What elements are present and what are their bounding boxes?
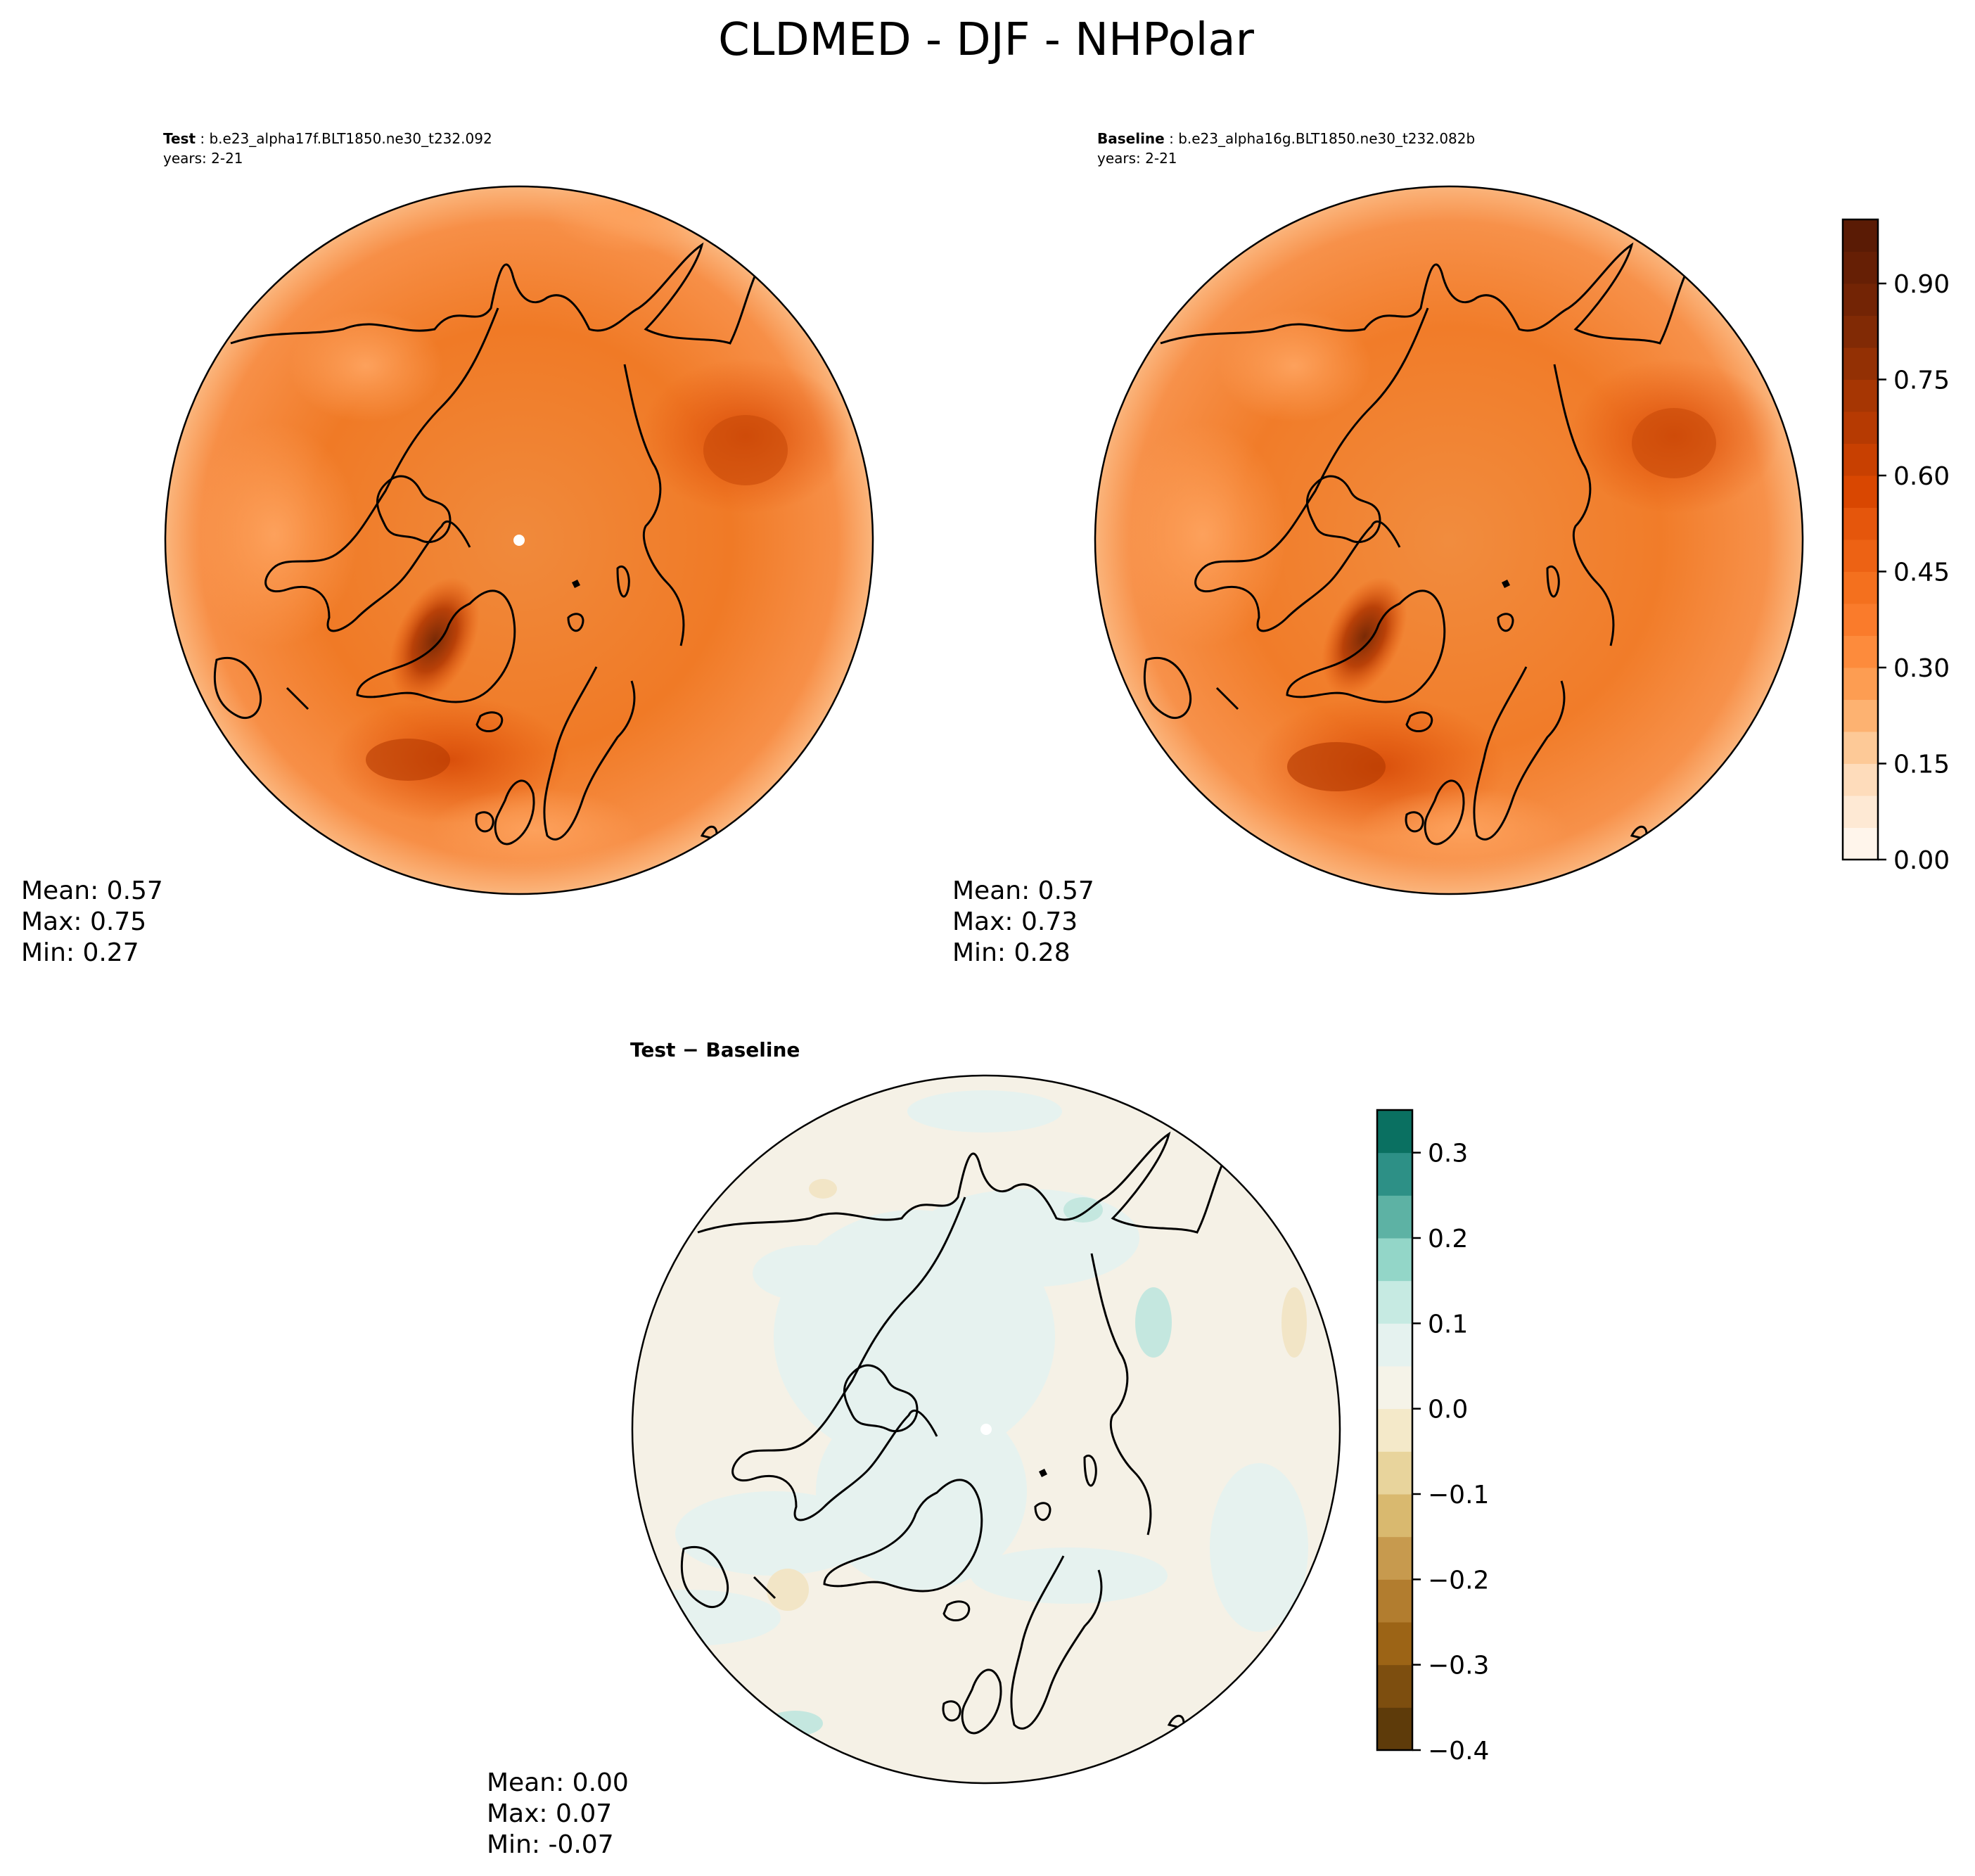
colorbar-diff-swatch xyxy=(1377,1152,1412,1196)
colorbar-diff-tick-label: −0.4 xyxy=(1428,1737,1489,1766)
colorbar-main-swatch xyxy=(1843,347,1878,380)
map-test-pole xyxy=(513,535,525,546)
panel-diff-stat-min: Min: -0.07 xyxy=(487,1830,614,1859)
colorbar-diff-tick-label: 0.1 xyxy=(1428,1310,1468,1339)
panel-baseline-stat-min: Min: 0.28 xyxy=(952,938,1070,967)
colorbar-main-tick-label: 0.90 xyxy=(1893,270,1950,299)
colorbar-diff-tick-label: −0.1 xyxy=(1428,1481,1489,1510)
colorbar-diff-tick-label: 0.2 xyxy=(1428,1225,1468,1253)
colorbar-diff-swatch xyxy=(1377,1366,1412,1410)
colorbar-main-swatch xyxy=(1843,379,1878,412)
colorbar-diff-frame xyxy=(1376,1109,1414,1751)
map-baseline xyxy=(1095,186,1803,894)
colorbar-diff-swatch xyxy=(1377,1622,1412,1666)
map-test xyxy=(165,186,873,894)
panel-baseline-years: years: 2-21 xyxy=(1097,150,1177,167)
colorbar-main-swatch xyxy=(1843,251,1878,284)
colorbar-diff-swatch xyxy=(1377,1195,1412,1239)
map-diff-pole xyxy=(980,1424,992,1435)
colorbar-main-ticks: 0.00 0.15 0.30 0.45 0.60 0.75 0.90 xyxy=(1878,270,1950,875)
panel-diff-stat-mean: Mean: 0.00 xyxy=(487,1768,629,1797)
colorbar-main-swatch xyxy=(1843,732,1878,764)
panel-baseline-label-bold: Baseline xyxy=(1097,130,1165,147)
colorbar-main-tick-label: 0.30 xyxy=(1893,654,1950,683)
panel-diff: Test − Baseline Mean: 0.00 Max: 0.07 Min… xyxy=(487,1038,1341,1859)
colorbar-diff-tick-label: −0.2 xyxy=(1428,1566,1489,1595)
colorbar-diff-swatch xyxy=(1377,1664,1412,1708)
colorbar-main-swatch xyxy=(1843,796,1878,828)
colorbar-diff-swatch xyxy=(1377,1408,1412,1452)
colorbar-diff: −0.4 −0.3 −0.2 −0.1 0.0 0.1 0.2 0.3 xyxy=(1376,1109,1489,1766)
colorbar-diff-tick-label: 0.3 xyxy=(1428,1140,1468,1168)
colorbar-main-swatch xyxy=(1843,411,1878,444)
map-test-boundary xyxy=(164,185,874,895)
colorbar-main-swatch xyxy=(1843,219,1878,252)
panel-baseline-label: Baseline : b.e23_alpha16g.BLT1850.ne30_t… xyxy=(1097,130,1475,147)
colorbar-main-swatch xyxy=(1843,635,1878,668)
colorbar-main-swatch xyxy=(1843,604,1878,636)
panel-test-stat-min: Min: 0.27 xyxy=(21,938,139,967)
colorbar-main-swatch xyxy=(1843,443,1878,476)
panel-baseline-stat-max: Max: 0.73 xyxy=(952,907,1078,936)
colorbar-main-swatch xyxy=(1843,763,1878,796)
colorbar-main-swatch xyxy=(1843,476,1878,508)
colorbar-diff-swatch xyxy=(1377,1110,1412,1154)
colorbar-main-swatch xyxy=(1843,283,1878,316)
panel-test-stat-mean: Mean: 0.57 xyxy=(21,876,163,905)
colorbar-diff-swatch xyxy=(1377,1707,1412,1751)
panel-baseline-label-case: : b.e23_alpha16g.BLT1850.ne30_t232.082b xyxy=(1165,130,1475,147)
map-diff xyxy=(632,1076,1340,1783)
colorbar-main: 0.00 0.15 0.30 0.45 0.60 0.75 0.90 xyxy=(1841,218,1950,875)
colorbar-main-swatches xyxy=(1843,219,1878,860)
panel-baseline: Baseline : b.e23_alpha16g.BLT1850.ne30_t… xyxy=(952,130,1804,967)
colorbar-diff-swatch xyxy=(1377,1494,1412,1538)
colorbar-main-tick-label: 0.45 xyxy=(1893,559,1950,587)
colorbar-diff-swatch xyxy=(1377,1280,1412,1324)
panel-baseline-stat-mean: Mean: 0.57 xyxy=(952,876,1094,905)
panel-test-label-bold: Test xyxy=(163,130,196,147)
colorbar-diff-swatch xyxy=(1377,1579,1412,1623)
colorbar-diff-tick-label: −0.3 xyxy=(1428,1652,1489,1680)
colorbar-main-swatch xyxy=(1843,571,1878,604)
colorbar-main-tick-label: 0.60 xyxy=(1893,462,1950,491)
colorbar-main-swatch xyxy=(1843,315,1878,348)
panel-test-label-case: : b.e23_alpha17f.BLT1850.ne30_t232.092 xyxy=(196,130,492,147)
panel-test: Test : b.e23_alpha17f.BLT1850.ne30_t232.… xyxy=(21,130,874,967)
colorbar-diff-tick-label: 0.0 xyxy=(1428,1396,1468,1424)
panel-test-label: Test : b.e23_alpha17f.BLT1850.ne30_t232.… xyxy=(163,130,492,147)
colorbar-main-tick-label: 0.75 xyxy=(1893,366,1950,395)
colorbar-main-swatch xyxy=(1843,507,1878,540)
colorbar-main-swatch xyxy=(1843,827,1878,860)
colorbar-diff-swatches xyxy=(1377,1110,1412,1751)
colorbar-diff-ticks: −0.4 −0.3 −0.2 −0.1 0.0 0.1 0.2 0.3 xyxy=(1412,1140,1489,1766)
colorbar-diff-swatch xyxy=(1377,1451,1412,1495)
colorbar-main-frame xyxy=(1841,218,1879,861)
colorbar-main-swatch xyxy=(1843,668,1878,700)
map-diff-boundary xyxy=(631,1074,1341,1785)
map-baseline-boundary xyxy=(1094,185,1804,895)
colorbar-main-swatch xyxy=(1843,540,1878,572)
panel-diff-label: Test − Baseline xyxy=(630,1038,800,1061)
figure-title: CLDMED - DJF - NHPolar xyxy=(718,14,1255,66)
colorbar-main-swatch xyxy=(1843,699,1878,732)
colorbar-main-tick-label: 0.00 xyxy=(1893,846,1950,875)
colorbar-diff-swatch xyxy=(1377,1536,1412,1580)
panel-test-stat-max: Max: 0.75 xyxy=(21,907,146,936)
panel-diff-stat-max: Max: 0.07 xyxy=(487,1799,612,1828)
colorbar-diff-swatch xyxy=(1377,1238,1412,1282)
panel-test-years: years: 2-21 xyxy=(163,150,243,167)
colorbar-diff-swatch xyxy=(1377,1323,1412,1367)
colorbar-main-tick-label: 0.15 xyxy=(1893,751,1950,779)
